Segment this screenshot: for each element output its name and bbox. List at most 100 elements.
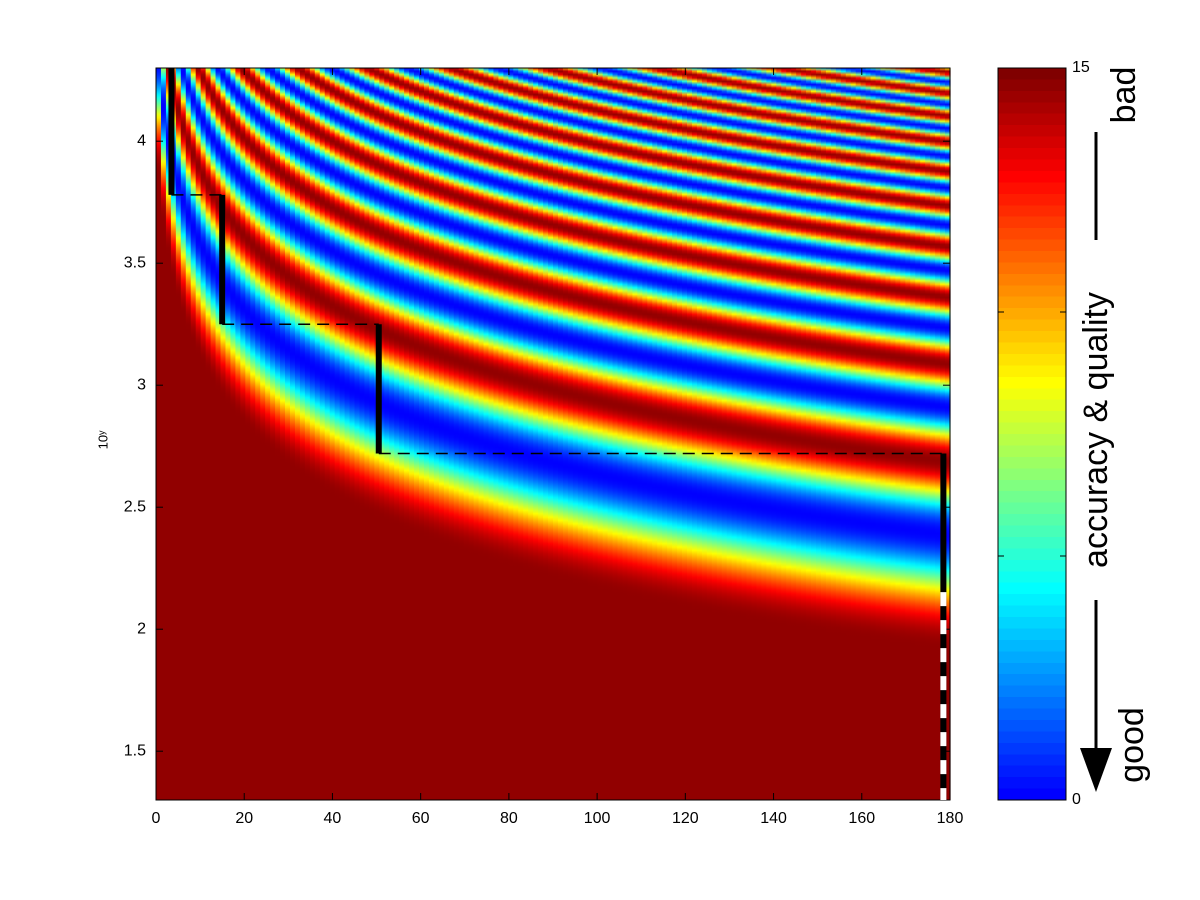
heatmap-column [786, 68, 792, 800]
heatmap-column [825, 68, 832, 800]
heatmap-column [736, 68, 743, 800]
heatmap-column [801, 68, 807, 800]
colorbar-tick-label: 0 [1072, 791, 1081, 808]
heatmap-column [280, 68, 286, 800]
heatmap-column [304, 68, 311, 800]
heatmap-column [473, 68, 480, 800]
heatmap-column [652, 68, 658, 800]
heatmap-column [691, 68, 698, 800]
x-tick-label: 40 [324, 810, 342, 827]
heatmap-column [860, 68, 867, 800]
heatmap-column [905, 68, 911, 800]
heatmap-column [811, 68, 817, 800]
heatmap-column [731, 68, 738, 800]
heatmap-column [935, 68, 941, 800]
heatmap-column [483, 68, 490, 800]
annotation: bad [1105, 67, 1143, 124]
x-tick-label: 80 [500, 810, 518, 827]
heatmap-column [622, 68, 629, 800]
colorbar [997, 67, 1067, 801]
heatmap-column [458, 68, 465, 800]
heatmap-column [453, 68, 460, 800]
heatmap-column [294, 68, 301, 800]
colorbar-tick-label: 15 [1072, 59, 1090, 76]
heatmap-column [567, 68, 574, 800]
heatmap-column [265, 68, 271, 800]
heatmap-column [508, 68, 514, 800]
y-tick-label: 2.5 [124, 498, 146, 515]
heatmap-column [324, 68, 331, 800]
heatmap-column [592, 68, 599, 800]
heatmap-column [721, 68, 728, 800]
heatmap-column [240, 68, 246, 800]
heatmap-column [329, 68, 336, 800]
heatmap-column [225, 68, 232, 800]
heatmap-column [840, 68, 847, 800]
heatmap-column [820, 68, 827, 800]
y-axis-label: 10ʸ [95, 430, 110, 449]
heatmap-column [910, 68, 916, 800]
heatmap-column [835, 68, 842, 800]
heatmap-column [220, 68, 227, 800]
heatmap-column [354, 68, 361, 800]
heatmap-column [781, 68, 787, 800]
heatmap-column [235, 68, 241, 800]
heatmap-column [617, 68, 624, 800]
heatmap-column [409, 68, 415, 800]
heatmap-column [761, 68, 767, 800]
heatmap-column [215, 68, 222, 800]
heatmap-column [493, 68, 500, 800]
heatmap-column [930, 68, 936, 800]
heatmap-column [334, 68, 341, 800]
y-tick-label: 3 [137, 376, 146, 393]
heatmap-column [746, 68, 753, 800]
heatmap-column [528, 68, 534, 800]
heatmap-column [582, 68, 589, 800]
heatmap-column [816, 68, 822, 800]
heatmap-column [885, 68, 892, 800]
x-tick-label: 160 [848, 810, 875, 827]
heatmap-column [463, 68, 470, 800]
heatmap-column [557, 68, 564, 800]
heatmap-column [925, 68, 931, 800]
heatmap-column [180, 68, 187, 800]
heatmap-column [205, 68, 212, 800]
heatmap-column [672, 68, 678, 800]
heatmap-column [696, 68, 703, 800]
heatmap-column [195, 68, 202, 800]
heatmap-column [701, 68, 708, 800]
heatmap-column [711, 68, 718, 800]
x-tick-label: 20 [235, 810, 253, 827]
heatmap-column [741, 68, 748, 800]
heatmap-column [796, 68, 802, 800]
heatmap-column [369, 68, 375, 800]
heatmap-column [945, 68, 951, 800]
heatmap-column [607, 68, 614, 800]
heatmap-column [543, 68, 549, 800]
heatmap-column [662, 68, 668, 800]
heatmap-column [419, 68, 425, 800]
heatmap-column [751, 68, 758, 800]
heatmap-column [716, 68, 723, 800]
heatmap-column [344, 68, 351, 800]
heatmap-column [488, 68, 495, 800]
heatmap-column [577, 68, 584, 800]
heatmap-column [518, 68, 524, 800]
annotation: accuracy & quality [1077, 292, 1115, 568]
y-tick-label: 4 [137, 132, 146, 149]
heatmap-column [875, 68, 882, 800]
heatmap-column [647, 68, 653, 800]
heatmap-column [394, 68, 400, 800]
heatmap-column [359, 68, 366, 800]
heatmap-column [170, 68, 177, 800]
heatmap-column [533, 68, 539, 800]
heatmap-column [627, 68, 633, 800]
heatmap-column [845, 68, 852, 800]
heatmap-column [513, 68, 519, 800]
heatmap-column [602, 68, 609, 800]
heatmap-column [855, 68, 862, 800]
heatmap-column [165, 68, 172, 800]
heatmap-column [682, 68, 688, 800]
heatmap-column [414, 68, 420, 800]
